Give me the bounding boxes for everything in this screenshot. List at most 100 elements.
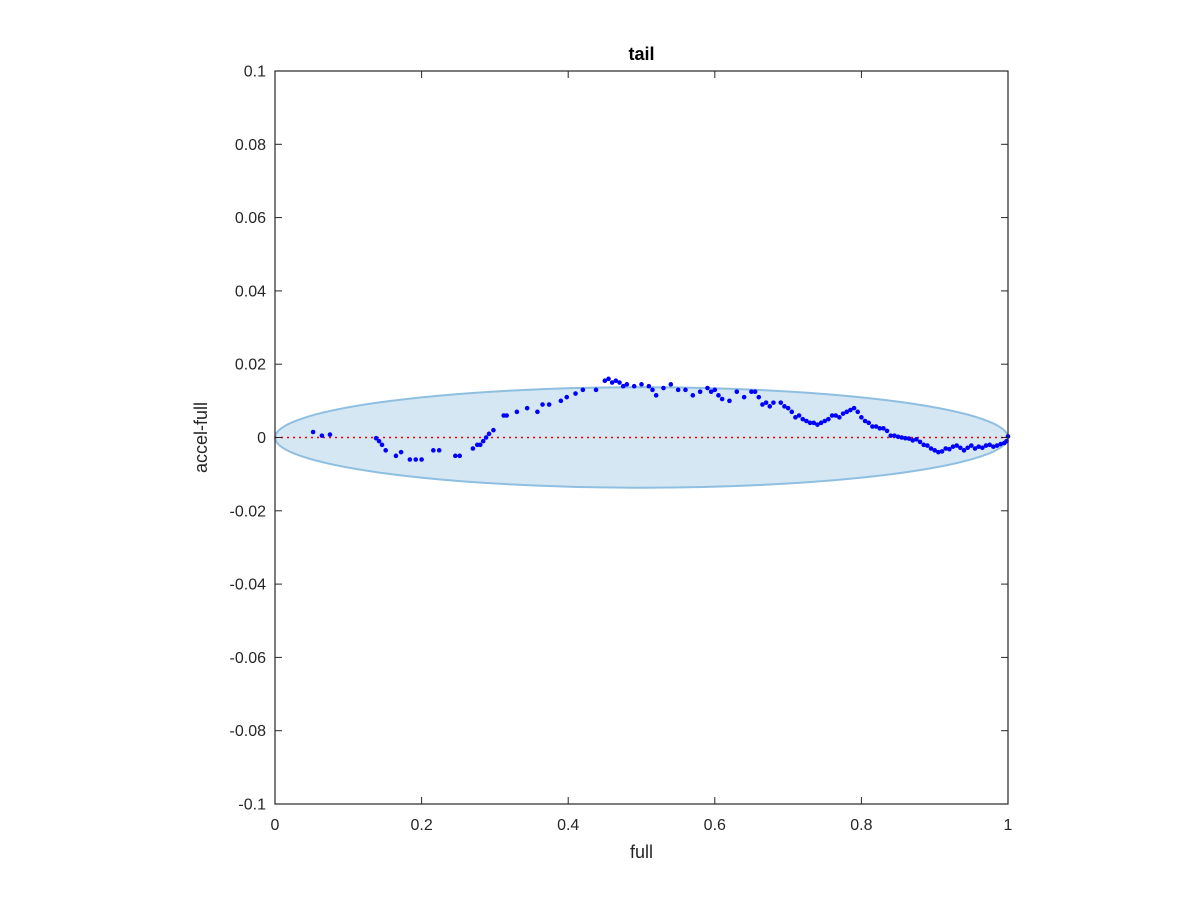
data-point	[987, 442, 992, 448]
data-point	[602, 378, 608, 383]
data-point	[705, 385, 710, 391]
data-point	[393, 453, 399, 459]
data-point	[818, 420, 824, 426]
data-point	[877, 426, 883, 431]
data-point	[631, 383, 637, 389]
data-point	[379, 442, 385, 448]
data-point	[477, 442, 483, 448]
data-point	[972, 446, 978, 451]
data-point	[829, 413, 835, 418]
data-point	[789, 409, 795, 415]
data-point	[504, 413, 509, 418]
data-point	[994, 443, 1000, 448]
data-point	[969, 443, 974, 448]
data-point	[884, 428, 890, 434]
data-point	[815, 422, 820, 427]
data-point	[870, 424, 875, 429]
y-tick-label: 0.1	[244, 64, 266, 81]
data-point	[822, 418, 828, 424]
data-point	[546, 402, 552, 407]
data-point	[453, 453, 458, 459]
data-point	[712, 387, 718, 393]
data-point	[413, 457, 419, 462]
data-point	[936, 449, 941, 455]
data-point	[771, 400, 776, 405]
data-point	[980, 445, 985, 451]
data-point	[811, 420, 817, 426]
data-point	[436, 448, 442, 453]
y-tick-label: -0.04	[230, 577, 267, 594]
data-point	[727, 398, 732, 404]
data-point	[965, 445, 970, 451]
data-point	[958, 445, 963, 451]
data-point	[606, 376, 611, 382]
data-point	[943, 446, 948, 451]
y-tick-label: 0.06	[235, 210, 266, 227]
y-tick-label: -0.06	[230, 650, 267, 667]
y-tick-label: 0.04	[235, 283, 266, 300]
data-point	[327, 432, 333, 437]
data-point	[862, 418, 868, 424]
x-tick-label: 0	[271, 817, 280, 834]
data-point	[840, 411, 846, 416]
y-axis-ticks: -0.1 -0.08 -0.06 -0.04 -0.02 0 0.02 0.04 0.06 0.0…	[230, 64, 1008, 814]
data-point	[800, 416, 806, 422]
data-point	[620, 383, 626, 389]
data-point	[650, 387, 655, 393]
data-point	[932, 448, 937, 453]
data-point	[613, 378, 619, 383]
data-point	[431, 448, 436, 453]
data-point	[778, 400, 784, 405]
data-point	[668, 382, 674, 387]
data-point	[319, 433, 325, 438]
data-point	[807, 420, 813, 426]
y-tick-label: 0.08	[235, 137, 266, 154]
data-point	[558, 398, 564, 404]
data-point	[859, 415, 864, 420]
data-point	[851, 405, 857, 411]
data-point	[888, 433, 894, 438]
data-point	[796, 413, 802, 418]
x-tick-label: 0.4	[557, 817, 579, 834]
data-point	[998, 441, 1003, 447]
data-point	[910, 438, 916, 443]
data-point	[752, 389, 758, 394]
data-point	[624, 382, 630, 387]
data-point	[483, 435, 489, 440]
x-tick-label: 0.8	[850, 817, 872, 834]
data-point	[921, 442, 927, 448]
data-point	[708, 389, 714, 394]
chart-title: tail	[628, 44, 654, 64]
data-point	[991, 444, 996, 449]
data-point	[782, 404, 787, 409]
data-point	[855, 409, 861, 415]
data-point	[939, 449, 945, 454]
data-point	[767, 404, 773, 409]
data-point	[407, 457, 413, 462]
data-point	[580, 387, 586, 393]
x-axis-ticks: 0 0.2 0.4 0.6 0.8 1	[271, 71, 1013, 834]
data-point	[976, 444, 981, 449]
data-point	[741, 394, 747, 400]
data-point	[961, 448, 967, 453]
data-point	[617, 380, 622, 385]
data-point	[675, 387, 681, 393]
data-point	[540, 402, 545, 407]
data-point	[646, 383, 652, 389]
data-point	[881, 426, 886, 431]
data-point	[983, 443, 989, 448]
y-tick-label: 0	[257, 430, 266, 447]
data-point	[609, 380, 615, 385]
data-point	[804, 418, 809, 424]
data-point	[573, 391, 578, 396]
data-point	[793, 415, 798, 420]
data-point	[826, 416, 831, 422]
data-point	[373, 435, 379, 441]
data-point	[917, 439, 923, 445]
data-point	[925, 443, 930, 448]
data-point	[903, 435, 908, 441]
data-point	[906, 436, 912, 441]
data-point	[535, 409, 540, 415]
data-point	[398, 449, 404, 455]
